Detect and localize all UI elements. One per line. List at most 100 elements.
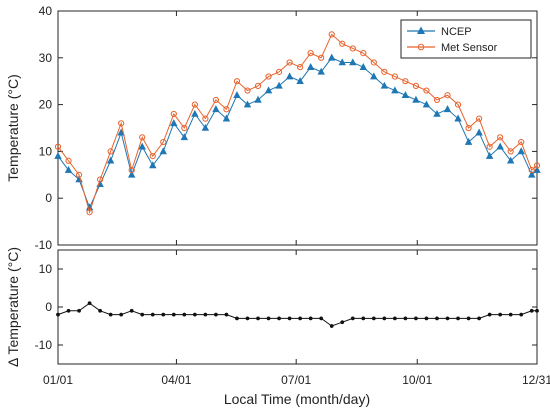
series-point bbox=[508, 312, 513, 317]
plot-frame bbox=[57, 249, 538, 365]
series-point bbox=[498, 312, 503, 317]
y-tick-label: 30 bbox=[39, 51, 53, 65]
series-point bbox=[97, 176, 104, 183]
series-point bbox=[359, 63, 367, 70]
series-point bbox=[360, 50, 367, 57]
series-point bbox=[65, 157, 72, 164]
series-point bbox=[235, 316, 239, 321]
series-point bbox=[119, 312, 124, 317]
x-tick-label: 04/01 bbox=[161, 373, 191, 387]
x-tick-label: 07/01 bbox=[281, 373, 311, 387]
series-point bbox=[392, 316, 397, 321]
series-point bbox=[413, 316, 418, 321]
series-point bbox=[529, 308, 534, 313]
series-point bbox=[77, 308, 82, 313]
series-point bbox=[66, 308, 71, 313]
series-point bbox=[519, 312, 524, 317]
series-point bbox=[475, 115, 483, 122]
series-point bbox=[361, 316, 366, 321]
series-point bbox=[266, 316, 271, 321]
y-axis-label: Δ Temperature (°C) bbox=[5, 247, 21, 367]
series-point bbox=[339, 40, 346, 47]
legend-marker bbox=[416, 26, 426, 34]
series-point bbox=[296, 77, 304, 84]
series-point bbox=[535, 308, 539, 313]
y-tick-label: 40 bbox=[39, 4, 53, 18]
series-point bbox=[424, 316, 429, 321]
series-point bbox=[212, 105, 220, 113]
x-tick-label: 10/01 bbox=[402, 373, 432, 387]
x-tick-label: 12/31 bbox=[522, 373, 550, 387]
series-point bbox=[307, 50, 314, 57]
series-point bbox=[477, 316, 482, 321]
series-point bbox=[56, 312, 60, 317]
series-point bbox=[191, 109, 199, 117]
series-point bbox=[201, 123, 210, 131]
series-point bbox=[465, 124, 472, 132]
series-point bbox=[140, 312, 145, 317]
series-point bbox=[391, 86, 399, 94]
series-point bbox=[243, 100, 252, 108]
series-point bbox=[161, 312, 166, 317]
series-point bbox=[160, 138, 167, 146]
series-point bbox=[108, 312, 113, 317]
series-point bbox=[466, 316, 471, 321]
series-point bbox=[244, 87, 251, 94]
series-point bbox=[128, 167, 135, 174]
series-point bbox=[75, 171, 83, 178]
series-point bbox=[149, 161, 157, 169]
legend-box bbox=[400, 19, 532, 59]
series-point bbox=[308, 316, 313, 321]
series-point bbox=[485, 151, 494, 159]
series-point bbox=[224, 312, 229, 317]
series-point bbox=[444, 92, 451, 99]
series-point bbox=[317, 67, 325, 75]
series-point bbox=[287, 316, 292, 321]
series-point bbox=[170, 119, 178, 127]
series-point bbox=[423, 87, 430, 94]
series-point bbox=[277, 316, 282, 321]
y-axis-label: Temperature (°C) bbox=[5, 74, 21, 182]
series-point bbox=[475, 128, 483, 136]
series-point bbox=[180, 133, 189, 141]
series-point bbox=[264, 86, 273, 94]
series-point bbox=[454, 114, 462, 122]
series-point bbox=[54, 151, 62, 159]
series-point bbox=[171, 312, 176, 317]
series-point bbox=[382, 316, 387, 321]
series-point bbox=[528, 167, 535, 174]
series-point bbox=[192, 312, 197, 317]
series-point bbox=[107, 148, 114, 155]
series-point bbox=[285, 72, 294, 80]
legend-marker bbox=[417, 43, 425, 51]
series-point bbox=[254, 82, 262, 89]
series-point bbox=[340, 320, 345, 325]
series-point bbox=[349, 45, 356, 52]
series-point bbox=[486, 143, 493, 150]
series-point bbox=[380, 81, 389, 89]
y-tick-label: 20 bbox=[39, 98, 53, 112]
series-point bbox=[181, 124, 188, 132]
series-point bbox=[445, 316, 450, 321]
series-point bbox=[329, 324, 334, 328]
series-point bbox=[233, 91, 241, 99]
series-point bbox=[254, 95, 262, 103]
x-tick-label: 01/01 bbox=[43, 373, 73, 387]
legend: NCEP Met Sensor bbox=[400, 19, 532, 59]
series-point bbox=[170, 110, 177, 118]
series-point bbox=[370, 72, 378, 80]
series-point bbox=[412, 82, 420, 89]
series-point bbox=[233, 78, 241, 85]
series-point bbox=[528, 170, 536, 178]
series-point bbox=[212, 96, 220, 104]
y-tick-label: 0 bbox=[45, 191, 52, 205]
series-point bbox=[402, 78, 409, 85]
series-point bbox=[256, 316, 260, 321]
series-point bbox=[127, 170, 136, 178]
series-point bbox=[533, 162, 541, 169]
series-point bbox=[381, 68, 388, 75]
series-point bbox=[191, 101, 198, 108]
y-tick-label: -10 bbox=[35, 238, 53, 252]
legend-label: Met Sensor bbox=[441, 42, 498, 54]
